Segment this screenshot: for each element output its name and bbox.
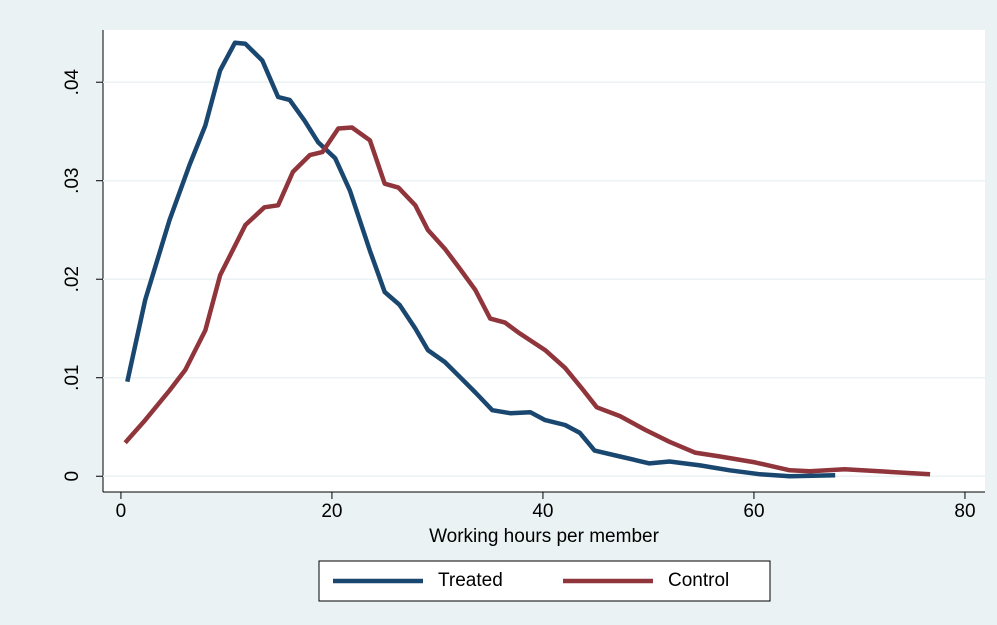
y-tick-label: .01 [62, 365, 83, 391]
x-axis-label: Working hours per member [429, 526, 660, 547]
y-tick-label: .03 [62, 168, 83, 194]
x-tick-label: 80 [954, 501, 975, 522]
y-tick-label: .04 [62, 69, 83, 96]
x-tick-label: 20 [321, 501, 342, 522]
x-tick-label: 0 [116, 501, 127, 522]
y-tick-label: .02 [62, 266, 83, 292]
y-tick-label: 0 [62, 471, 83, 482]
plot-area [103, 30, 985, 492]
legend-label: Control [668, 570, 729, 591]
legend-label: Treated [438, 570, 503, 591]
density-line [123, 125, 931, 477]
x-tick-label: 60 [743, 501, 764, 522]
density-line [125, 40, 836, 479]
x-tick-label: 40 [532, 501, 553, 522]
